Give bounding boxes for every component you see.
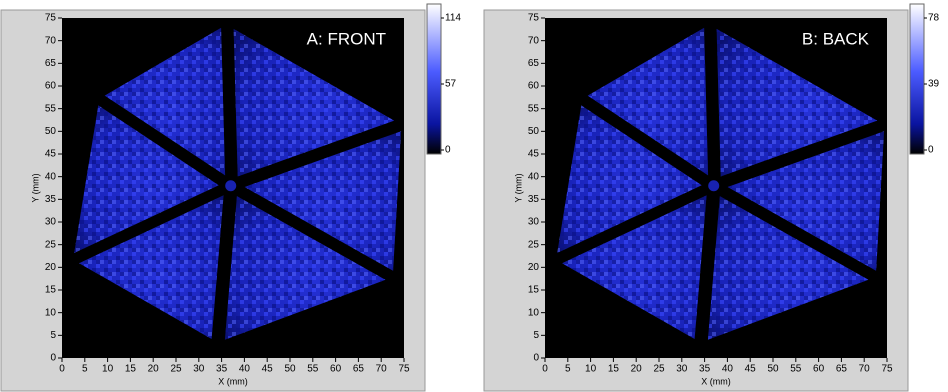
petal-texture — [587, 27, 709, 176]
colorbar-tick-label: 0 — [445, 145, 451, 156]
colorbar-tick-label: 57 — [445, 79, 457, 90]
y-tick-label: 40 — [45, 171, 57, 182]
y-tick-label: 30 — [528, 217, 540, 228]
petal-texture — [104, 27, 226, 176]
y-tick-label: 35 — [528, 194, 540, 205]
colorbar — [909, 3, 925, 155]
y-tick-label: 65 — [528, 58, 540, 69]
y-tick-label: 10 — [528, 307, 540, 318]
x-tick-label: 55 — [307, 364, 319, 375]
y-tick-label: 30 — [45, 217, 57, 228]
y-tick-label: 45 — [45, 149, 57, 160]
y-tick-label: 20 — [528, 262, 540, 273]
x-tick-label: 25 — [653, 364, 665, 375]
center-hub — [705, 177, 723, 195]
x-tick-label: 75 — [398, 364, 410, 375]
x-tick-label: 10 — [102, 364, 114, 375]
petal-texture — [557, 105, 702, 254]
x-tick-label: 5 — [565, 364, 571, 375]
y-tick-label: 5 — [533, 330, 539, 341]
y-tick-label: 70 — [528, 35, 540, 46]
y-tick-label: 5 — [50, 330, 56, 341]
x-tick-label: 20 — [631, 364, 643, 375]
x-tick-label: 10 — [585, 364, 597, 375]
petal-texture — [79, 195, 224, 339]
x-tick-label: 30 — [676, 364, 688, 375]
x-tick-label: 50 — [767, 364, 779, 375]
x-tick-label: 40 — [722, 364, 734, 375]
petal-texture — [224, 196, 386, 340]
x-tick-label: 35 — [699, 364, 711, 375]
x-tick-label: 70 — [859, 364, 871, 375]
panel-title: B: BACK — [802, 29, 870, 48]
y-tick-label: 50 — [45, 126, 57, 137]
y-tick-label: 60 — [528, 81, 540, 92]
y-tick-label: 65 — [45, 58, 57, 69]
x-axis-label: X (mm) — [701, 376, 731, 386]
y-tick-label: 55 — [528, 103, 540, 114]
x-tick-label: 30 — [193, 364, 205, 375]
x-tick-label: 40 — [239, 364, 251, 375]
x-tick-label: 50 — [284, 364, 296, 375]
y-axis-label: Y (mm) — [30, 173, 40, 202]
y-tick-label: 0 — [50, 353, 56, 364]
y-tick-label: 25 — [528, 239, 540, 250]
y-tick-label: 60 — [45, 81, 57, 92]
center-hub — [222, 177, 240, 195]
petal-texture — [74, 105, 219, 254]
x-tick-label: 45 — [745, 364, 757, 375]
colorbar-tick-label: 0 — [928, 145, 934, 156]
y-tick-label: 70 — [45, 35, 57, 46]
y-tick-label: 75 — [528, 13, 540, 24]
petal-texture — [727, 131, 885, 271]
petal-texture — [244, 131, 402, 271]
x-tick-label: 5 — [82, 364, 88, 375]
y-axis-label: Y (mm) — [513, 173, 523, 202]
y-tick-label: 40 — [528, 171, 540, 182]
x-tick-label: 0 — [542, 364, 548, 375]
x-tick-label: 25 — [170, 364, 182, 375]
x-tick-label: 20 — [148, 364, 160, 375]
colorbar-tick-label: 78 — [928, 13, 940, 24]
colorbar-tick-label: 114 — [445, 13, 461, 24]
petal-texture — [707, 196, 869, 340]
x-tick-label: 15 — [608, 364, 620, 375]
petal-texture — [233, 28, 395, 177]
y-tick-label: 75 — [45, 13, 57, 24]
x-axis-label: X (mm) — [218, 376, 248, 386]
y-tick-label: 20 — [45, 262, 57, 273]
x-tick-label: 0 — [59, 364, 65, 375]
x-tick-label: 65 — [836, 364, 848, 375]
x-tick-label: 75 — [881, 364, 893, 375]
y-tick-label: 25 — [45, 239, 57, 250]
y-tick-label: 55 — [45, 103, 57, 114]
petal-texture — [562, 195, 707, 339]
petal-texture — [716, 28, 878, 177]
colorbar — [426, 3, 442, 155]
colorbar-tick-label: 39 — [928, 79, 940, 90]
x-tick-label: 15 — [125, 364, 137, 375]
x-tick-label: 45 — [262, 364, 274, 375]
y-tick-label: 45 — [528, 149, 540, 160]
x-tick-label: 60 — [813, 364, 825, 375]
panel-title: A: FRONT — [307, 29, 386, 48]
x-tick-label: 70 — [376, 364, 388, 375]
x-tick-label: 60 — [330, 364, 342, 375]
y-tick-label: 15 — [45, 285, 57, 296]
x-tick-label: 65 — [353, 364, 365, 375]
x-tick-label: 55 — [790, 364, 802, 375]
y-tick-label: 35 — [45, 194, 57, 205]
y-tick-label: 10 — [45, 307, 57, 318]
y-tick-label: 0 — [533, 353, 539, 364]
y-tick-label: 15 — [528, 285, 540, 296]
x-tick-label: 35 — [216, 364, 228, 375]
y-tick-label: 50 — [528, 126, 540, 137]
